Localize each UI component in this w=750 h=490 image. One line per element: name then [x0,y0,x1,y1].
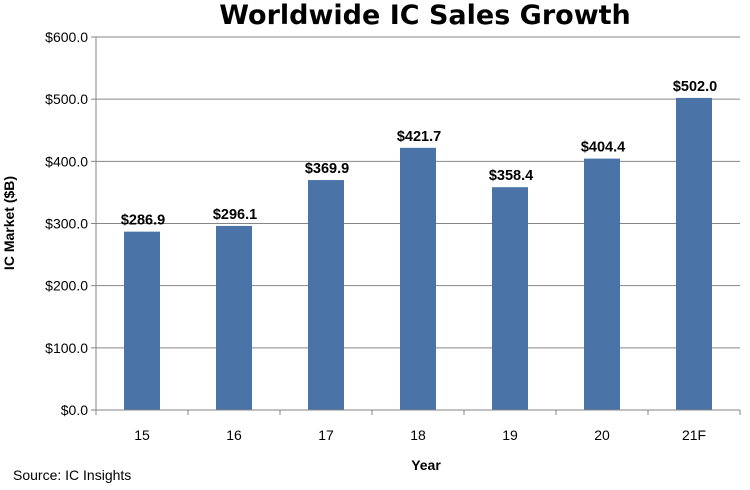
data-label: $404.4 [581,140,625,156]
x-axis-ticks: 15 16 17 18 19 20 21F [95,410,741,443]
data-label: $358.4 [489,168,533,184]
y-tick-label: $200.0 [45,278,88,294]
y-axis-label: IC Market ($B) [1,176,17,270]
x-tick-label: 21F [682,427,706,443]
y-tick-label: $100.0 [45,340,88,356]
bar [584,158,620,410]
y-tick-label: $400.0 [45,153,88,169]
data-label: $286.9 [121,213,165,229]
bar [124,231,160,410]
x-tick-label: 17 [318,427,334,443]
x-tick-label: 20 [594,427,610,443]
x-tick-label: 19 [502,427,518,443]
bar [676,97,712,410]
y-tick-label: $500.0 [45,91,88,107]
y-tick-label: $600.0 [45,29,88,45]
data-label: $369.9 [305,161,349,177]
x-tick-label: 18 [410,427,426,443]
chart-title: Worldwide IC Sales Growth [219,0,631,31]
bars [124,97,712,410]
y-tick-label: $0.0 [61,402,88,418]
bar [216,225,252,410]
x-axis-label: Year [411,457,441,473]
bar [400,147,436,410]
x-tick-label: 15 [134,427,150,443]
y-tick-label: $300.0 [45,216,88,232]
data-label: $296.1 [213,207,257,223]
y-axis-ticks: $0.0 $100.0 $200.0 $300.0 $400.0 $500.0 $600.0 [45,29,96,418]
bar [492,187,528,410]
data-label: $502.0 [673,79,717,95]
data-labels: $286.9 $296.1 $369.9 $421.7 $358.4 $404.4 $502… [121,79,717,229]
data-label: $421.7 [397,129,441,145]
source-note: Source: IC Insights [13,467,132,483]
x-tick-label: 16 [226,427,242,443]
bar [308,180,344,410]
